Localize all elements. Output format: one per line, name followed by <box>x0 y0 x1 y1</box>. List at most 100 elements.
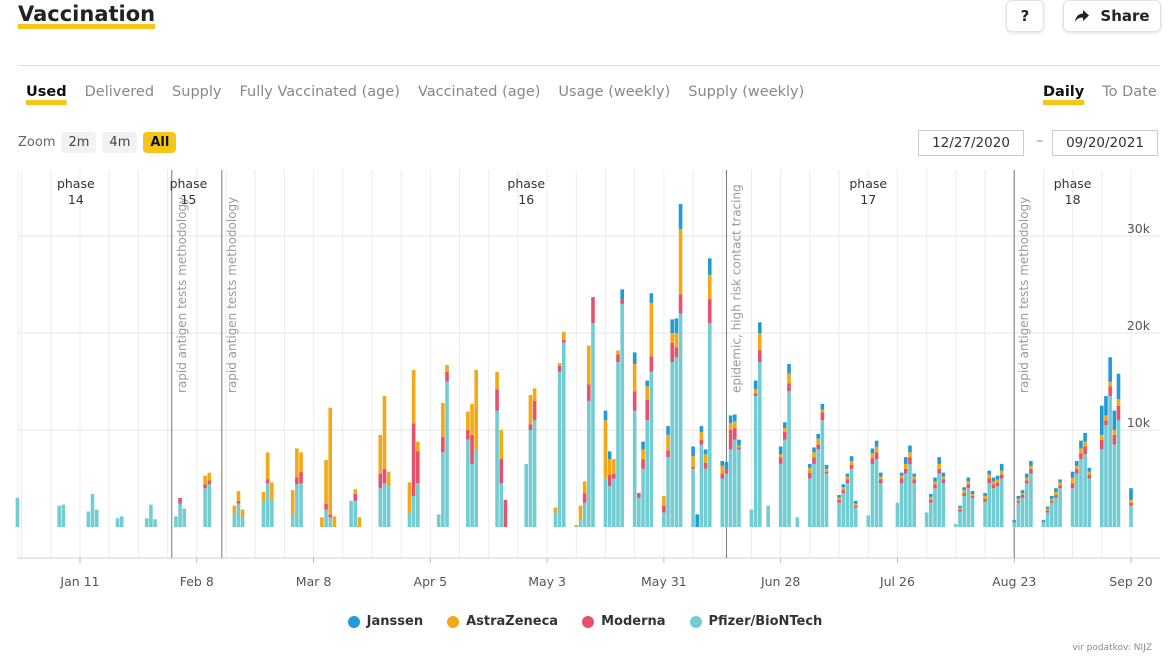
bar-p-118 <box>966 488 971 527</box>
bar-p-141 <box>1104 425 1108 527</box>
bar-p-99 <box>849 468 854 527</box>
bar-a-56 <box>587 345 591 385</box>
bar-p-101 <box>866 515 871 527</box>
bar-a-15 <box>207 472 212 481</box>
tab-used[interactable]: Used <box>26 84 67 100</box>
bar-a-76 <box>703 454 708 463</box>
bar-p-87 <box>778 463 783 527</box>
bar-m-122 <box>991 484 996 489</box>
bar-j-120 <box>983 493 987 496</box>
bar-j-89 <box>787 364 791 374</box>
bar-a-78 <box>720 465 725 474</box>
bar-a-123 <box>995 479 1000 483</box>
tab-delivered[interactable]: Delivered <box>84 84 155 100</box>
bar-m-51 <box>557 365 562 372</box>
bar-m-73 <box>691 466 695 469</box>
tab-supply[interactable]: Supply <box>172 84 222 100</box>
x-tick-label-0: Jan 11 <box>59 574 99 589</box>
bar-m-142 <box>1108 386 1112 397</box>
bar-a-135 <box>1070 477 1075 484</box>
bar-j-78 <box>720 461 725 466</box>
bar-p-112 <box>933 488 937 527</box>
tab-vaccinated-age[interactable]: Vaccinated (age) <box>417 84 541 100</box>
date-from-input[interactable]: 12/27/2020 <box>918 130 1024 156</box>
bar-p-84 <box>753 396 758 527</box>
bar-j-108 <box>908 445 912 453</box>
phase-label-4: phase <box>1054 176 1092 191</box>
bar-a-70 <box>670 333 675 343</box>
y-tick-label-1: 20k <box>1127 318 1151 333</box>
legend-item-astrazeneca[interactable]: AstraZeneca <box>447 614 558 629</box>
mode-to-date[interactable]: To Date <box>1102 84 1157 100</box>
bar-a-136 <box>1074 465 1079 469</box>
tab-supply-weekly[interactable]: Supply (weekly) <box>688 84 805 100</box>
bar-m-127 <box>1020 494 1025 498</box>
bar-j-91 <box>808 463 812 468</box>
bar-m-24 <box>299 471 303 484</box>
bar-p-121 <box>987 483 991 527</box>
bar-a-66 <box>645 386 650 400</box>
annotation-label-2: epidemic, high risk contact tracing <box>729 184 743 393</box>
bar-m-117 <box>962 493 966 496</box>
bar-m-60 <box>612 473 616 479</box>
tab-fully-vaccinated-age[interactable]: Fully Vaccinated (age) <box>239 84 400 100</box>
bar-m-96 <box>837 499 841 503</box>
bar-m-141 <box>1104 420 1108 426</box>
bar-p-134 <box>1058 488 1062 527</box>
bar-m-55 <box>582 493 587 503</box>
bar-p-66 <box>645 420 650 527</box>
bar-a-40 <box>445 365 449 372</box>
x-tick-label-2: Mar 8 <box>296 574 332 589</box>
bar-m-89 <box>787 383 791 392</box>
bar-p-27 <box>328 517 333 527</box>
bar-a-141 <box>1104 415 1108 421</box>
zoom-4m-button[interactable]: 4m <box>102 132 138 153</box>
bar-p-133 <box>1054 497 1058 527</box>
mode-daily[interactable]: Daily <box>1043 84 1085 100</box>
bar-p-102 <box>870 463 875 527</box>
legend-dot-janssen <box>347 615 360 628</box>
bar-m-48 <box>528 424 533 430</box>
bar-a-93 <box>816 438 820 445</box>
help-button[interactable]: ? <box>1006 0 1044 32</box>
bar-a-137 <box>1079 448 1083 454</box>
bar-a-143 <box>1112 430 1117 435</box>
bar-j-71 <box>674 318 679 333</box>
bar-a-26 <box>324 460 328 504</box>
bar-p-115 <box>954 524 958 527</box>
bar-a-119 <box>970 494 975 496</box>
tab-usage-weekly[interactable]: Usage (weekly) <box>558 84 671 100</box>
legend-item-pfizer[interactable]: Pfizer/BioNTech <box>689 614 822 629</box>
bar-m-87 <box>778 457 783 464</box>
data-source: vir podatkov: NIJZ <box>1072 643 1152 653</box>
bar-p-32 <box>378 488 383 527</box>
share-button[interactable]: Share <box>1063 0 1161 32</box>
bar-a-84 <box>753 389 758 394</box>
bar-m-124 <box>999 474 1004 479</box>
bar-p-105 <box>895 502 900 527</box>
bar-m-136 <box>1074 468 1079 474</box>
bar-a-27 <box>328 407 333 515</box>
bar-p-145 <box>1129 505 1133 527</box>
bar-p-11 <box>174 516 178 527</box>
bar-m-112 <box>933 484 937 489</box>
legend-item-janssen[interactable]: Janssen <box>347 614 423 629</box>
bar-j-65 <box>641 441 645 450</box>
bar-j-81 <box>732 414 737 422</box>
bar-p-79 <box>724 473 729 527</box>
bar-p-120 <box>983 501 987 527</box>
bar-a-59 <box>607 459 612 475</box>
bar-a-51 <box>557 363 562 366</box>
bar-a-55 <box>582 481 587 494</box>
bar-p-70 <box>670 362 675 527</box>
zoom-2m-button[interactable]: 2m <box>61 132 97 153</box>
date-to-input[interactable]: 09/20/2021 <box>1052 130 1158 156</box>
legend-item-moderna[interactable]: Moderna <box>582 614 666 629</box>
bar-p-59 <box>607 486 612 527</box>
bar-p-97 <box>841 493 846 527</box>
bar-m-57 <box>591 297 595 324</box>
bar-m-80 <box>728 430 733 450</box>
bar-p-64 <box>637 497 641 527</box>
bar-a-18 <box>240 509 245 518</box>
zoom-all-button[interactable]: All <box>143 132 177 153</box>
